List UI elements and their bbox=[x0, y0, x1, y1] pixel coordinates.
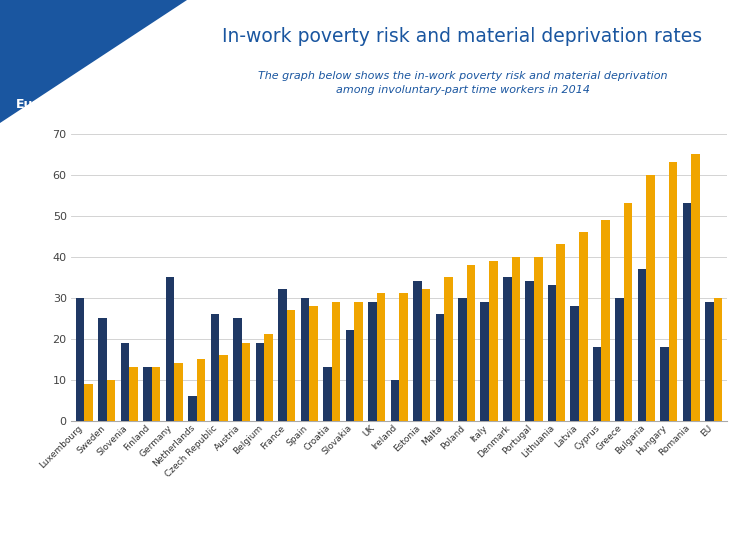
Bar bbox=[660, 347, 669, 421]
Text: The graph below shows the in-work poverty risk and material deprivation
among in: The graph below shows the in-work povert… bbox=[258, 71, 667, 95]
Bar bbox=[413, 281, 421, 421]
Bar bbox=[571, 306, 579, 421]
Bar bbox=[647, 175, 655, 421]
Bar bbox=[98, 318, 107, 421]
Bar bbox=[638, 269, 647, 421]
Bar bbox=[166, 277, 175, 421]
Bar bbox=[615, 297, 624, 421]
Bar bbox=[714, 297, 722, 421]
Bar bbox=[368, 302, 377, 421]
Bar bbox=[436, 314, 444, 421]
Bar bbox=[512, 257, 520, 421]
Bar bbox=[332, 302, 340, 421]
Bar bbox=[399, 294, 407, 421]
Bar bbox=[705, 302, 714, 421]
Bar bbox=[242, 343, 250, 421]
Bar bbox=[525, 281, 534, 421]
Bar bbox=[692, 154, 700, 421]
Bar bbox=[219, 355, 228, 421]
Bar bbox=[421, 290, 430, 421]
Text: Source: EU-SILC 2014 microdata, weighted by PX200, all working-age people: Source: EU-SILC 2014 microdata, weighted… bbox=[13, 523, 416, 533]
Bar bbox=[264, 334, 273, 421]
Bar bbox=[669, 163, 677, 421]
Bar bbox=[188, 396, 197, 421]
Bar bbox=[210, 314, 219, 421]
Bar bbox=[76, 297, 84, 421]
Bar bbox=[345, 330, 354, 421]
Bar bbox=[466, 265, 475, 421]
Bar bbox=[143, 367, 151, 421]
Polygon shape bbox=[0, 0, 186, 123]
Bar bbox=[286, 310, 295, 421]
Bar bbox=[129, 367, 138, 421]
Bar bbox=[354, 302, 363, 421]
Bar bbox=[323, 367, 332, 421]
Bar bbox=[593, 347, 601, 421]
Bar bbox=[503, 277, 512, 421]
Bar bbox=[480, 302, 489, 421]
Bar bbox=[301, 297, 309, 421]
Bar bbox=[624, 203, 633, 421]
Bar bbox=[557, 245, 565, 421]
Bar bbox=[256, 343, 264, 421]
Bar bbox=[683, 203, 692, 421]
Bar bbox=[601, 219, 610, 421]
Bar bbox=[444, 277, 453, 421]
Bar bbox=[309, 306, 318, 421]
Bar bbox=[233, 318, 242, 421]
Bar bbox=[175, 363, 183, 421]
Bar bbox=[579, 232, 588, 421]
Bar bbox=[278, 290, 286, 421]
Bar bbox=[377, 294, 385, 421]
Bar bbox=[391, 379, 399, 421]
Bar bbox=[458, 297, 466, 421]
Bar bbox=[107, 379, 116, 421]
Bar bbox=[534, 257, 542, 421]
Bar bbox=[548, 285, 557, 421]
Bar bbox=[121, 343, 129, 421]
Bar bbox=[151, 367, 160, 421]
Text: In-work poverty risk and material deprivation rates: In-work poverty risk and material depriv… bbox=[222, 27, 703, 46]
Bar bbox=[489, 261, 498, 421]
Bar bbox=[197, 359, 205, 421]
Bar bbox=[84, 384, 93, 421]
Text: Eurofound: Eurofound bbox=[16, 97, 89, 111]
